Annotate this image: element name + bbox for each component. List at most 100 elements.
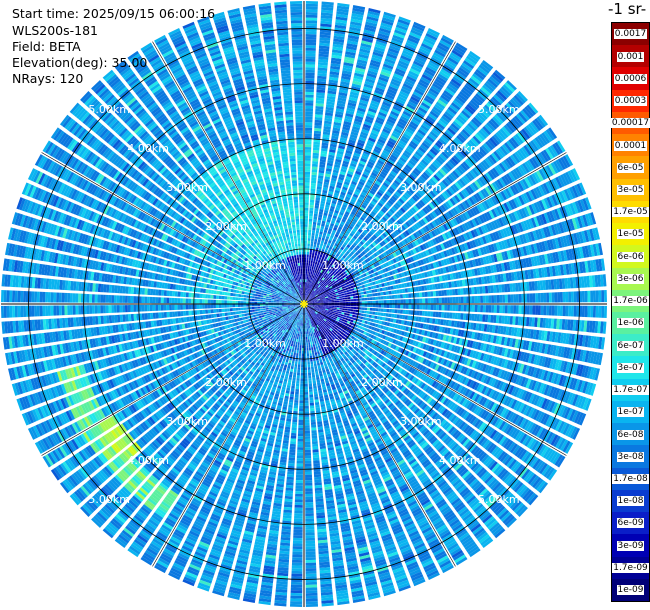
ppi-gate — [408, 304, 412, 309]
ppi-gate — [320, 242, 324, 247]
ppi-gate — [333, 192, 340, 197]
ppi-gate — [312, 221, 317, 226]
ppi-gate — [309, 202, 315, 206]
ppi-gate — [339, 296, 343, 299]
ppi-gate — [349, 24, 362, 29]
ppi-gate — [359, 48, 371, 54]
ppi-gate — [487, 285, 491, 294]
ppi-gate — [470, 153, 479, 163]
ppi-gate — [487, 314, 491, 323]
ppi-gate — [325, 247, 329, 252]
ppi-gate — [345, 110, 355, 115]
ppi-gate — [399, 289, 403, 294]
ppi-gate — [347, 306, 351, 309]
ppi-gate — [438, 311, 442, 318]
ppi-gate — [352, 293, 356, 296]
ppi-gate — [402, 83, 413, 90]
ppi-gate — [335, 111, 344, 116]
ppi-gate — [344, 198, 350, 204]
ppi-gate — [405, 293, 409, 299]
ppi-gate — [356, 230, 361, 236]
ppi-gate — [362, 32, 375, 38]
ppi-gate — [381, 304, 384, 308]
ppi-gate — [304, 199, 309, 203]
ppi-gate — [316, 287, 320, 291]
ppi-gate — [463, 126, 473, 136]
ppi-gate — [427, 192, 434, 200]
ppi-gate — [507, 305, 511, 314]
ppi-gate — [338, 248, 343, 253]
ppi-gate — [360, 216, 366, 222]
ppi-gate — [415, 150, 423, 158]
ppi-gate — [408, 159, 416, 167]
ppi-gate — [440, 68, 452, 77]
ppi-gate — [408, 310, 412, 315]
ppi-gate — [318, 56, 329, 61]
ppi-gate — [407, 287, 411, 293]
ppi-gate — [304, 237, 308, 241]
ppi-gate — [490, 73, 502, 84]
ppi-gate — [350, 18, 363, 24]
ppi-gate — [351, 13, 364, 19]
ppi-gate — [394, 202, 401, 208]
ppi-gate — [513, 115, 524, 126]
ppi-gate — [312, 287, 315, 291]
ppi-gate — [381, 152, 389, 158]
ppi-gate — [472, 116, 483, 126]
ppi-gate — [325, 305, 329, 307]
ppi-gate — [333, 297, 337, 300]
ppi-gate — [436, 304, 439, 311]
ppi-gate — [320, 225, 325, 230]
ppi-gate — [422, 157, 431, 165]
ppi-gate — [329, 208, 335, 213]
ppi-gate — [492, 116, 502, 126]
ppi-gate — [408, 34, 421, 42]
ppi-gate — [335, 207, 340, 212]
ppi-gate — [419, 78, 430, 87]
ppi-gate — [382, 149, 390, 156]
ppi-gate — [396, 21, 409, 29]
ppi-gate — [415, 165, 423, 173]
ppi-gate — [348, 96, 358, 102]
ppi-gate — [382, 66, 393, 73]
ppi-gate — [317, 288, 321, 292]
ppi-gate — [359, 45, 371, 51]
ppi-gate — [312, 275, 315, 279]
ppi-gate — [460, 288, 464, 295]
ppi-gate — [331, 174, 338, 179]
ppi-gate — [328, 306, 332, 309]
ppi-gate — [396, 65, 407, 72]
ppi-gate — [321, 9, 334, 14]
ppi-gate — [391, 206, 397, 212]
ppi-gate — [419, 292, 423, 298]
ppi-gate — [464, 105, 475, 115]
ppi-gate — [317, 271, 321, 275]
ppi-gate — [474, 133, 484, 143]
ppi-gate — [321, 7, 334, 11]
ppi-gate — [304, 155, 311, 159]
ppi-gate — [305, 75, 315, 79]
ppi-gate — [522, 108, 532, 119]
ppi-gate — [500, 86, 512, 97]
ppi-gate — [308, 232, 312, 236]
ppi-gate — [540, 305, 544, 316]
ppi-gate — [357, 139, 366, 145]
ppi-gate — [318, 62, 328, 66]
ppi-gate — [329, 71, 340, 76]
ppi-gate — [487, 100, 498, 110]
ppi-gate — [321, 237, 325, 242]
ppi-gate — [388, 227, 394, 233]
ppi-gate — [304, 229, 308, 233]
ppi-gate — [304, 248, 307, 252]
ppi-gate — [371, 54, 383, 60]
ppi-gate — [340, 289, 344, 292]
ppi-gate — [397, 142, 406, 149]
ppi-gate — [325, 306, 329, 308]
ppi-gate — [392, 304, 395, 309]
ppi-gate — [367, 245, 373, 250]
ppi-gate — [581, 305, 585, 317]
ppi-gate — [444, 87, 455, 96]
ppi-gate — [331, 260, 335, 264]
ppi-gate — [419, 304, 423, 310]
ppi-gate — [454, 312, 458, 320]
